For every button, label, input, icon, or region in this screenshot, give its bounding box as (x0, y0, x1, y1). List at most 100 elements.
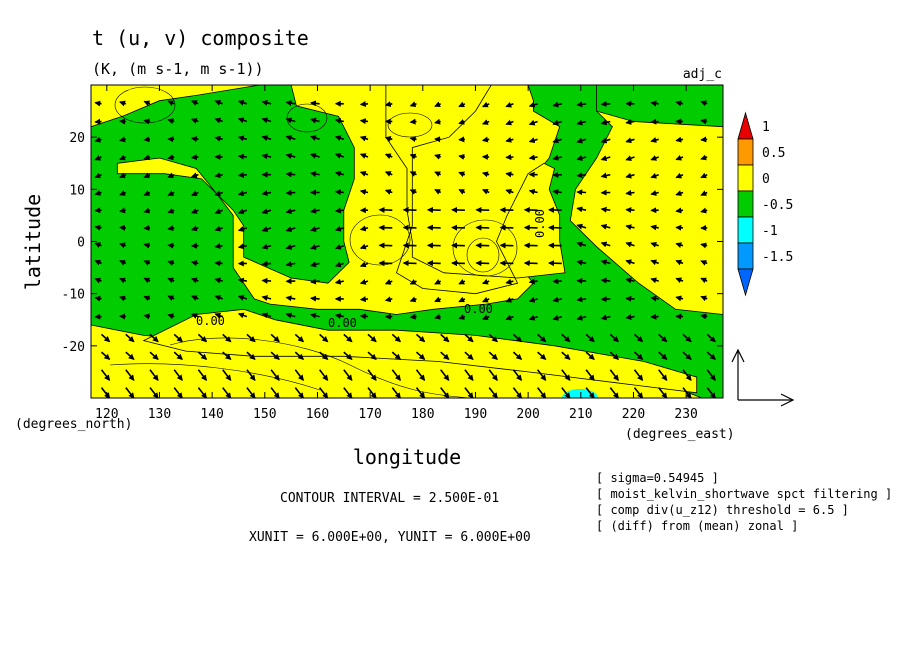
wind-vector (415, 369, 426, 381)
wind-vector (552, 137, 563, 144)
contour-label: 0.00 (328, 316, 357, 330)
x-tick-label: 130 (148, 407, 171, 422)
wind-vector (434, 118, 441, 125)
chart-title: t (u, v) composite (92, 26, 309, 50)
wind-vector (167, 242, 175, 249)
wind-vector (633, 387, 644, 398)
wind-vector (537, 351, 547, 360)
x-tick-label: 150 (253, 407, 276, 422)
wind-vector (222, 387, 232, 398)
colorbar-label: -1.5 (762, 250, 793, 265)
wind-vector (675, 207, 684, 214)
wind-vector (222, 351, 232, 360)
wind-vector (94, 136, 102, 143)
wind-vector (481, 314, 490, 321)
wind-vector (197, 369, 208, 381)
wind-vector (700, 118, 708, 125)
wind-vector (214, 243, 223, 249)
y-tick-label: -10 (62, 288, 85, 303)
wind-vector (294, 369, 304, 381)
wind-vector (585, 387, 595, 398)
wind-vector (505, 171, 514, 178)
wind-vector (600, 241, 611, 248)
wind-vector (505, 296, 514, 303)
wind-vector (190, 190, 199, 197)
wind-vector (700, 207, 708, 214)
wind-vector (359, 313, 369, 320)
wind-vector (197, 351, 208, 360)
wind-vectors (94, 99, 716, 398)
wind-vector (561, 387, 571, 398)
wind-vector (512, 333, 523, 343)
wind-vector (625, 259, 635, 266)
wind-vector (409, 171, 417, 177)
colorbar: 1 0.5 0 -0.5 -1 -1.5 (737, 111, 793, 297)
wind-vector (706, 387, 716, 398)
wind-vector (359, 243, 369, 250)
wind-vector (197, 387, 208, 398)
wind-vector (359, 189, 369, 195)
wind-vector (658, 387, 668, 398)
wind-vector (318, 387, 329, 398)
wind-vector (261, 260, 272, 267)
wind-vector (334, 261, 345, 268)
wind-vector (214, 172, 223, 179)
wind-vector (536, 369, 547, 381)
colorbar-segment (737, 242, 754, 270)
wind-vector (576, 101, 587, 108)
wind-vector (576, 172, 587, 179)
wind-vector (528, 314, 538, 321)
wind-vector (125, 387, 135, 398)
wind-vector (190, 136, 199, 143)
wind-vector (119, 172, 127, 179)
wind-vector (464, 369, 474, 381)
wind-vector (658, 333, 668, 343)
wind-vector (650, 224, 659, 231)
wind-vector (700, 260, 708, 266)
wind-vector (600, 137, 611, 144)
y-tick-label: 0 (77, 236, 85, 251)
wind-vector (94, 242, 102, 248)
positive-region (569, 85, 723, 315)
x-tick-label: 210 (569, 407, 592, 422)
wind-vector (458, 136, 465, 143)
wind-vector (600, 172, 611, 179)
x-tick-label: 180 (411, 407, 434, 422)
wind-vector (440, 333, 450, 343)
wind-vector (458, 314, 466, 320)
wind-vector (94, 118, 102, 125)
wind-vector (434, 188, 442, 195)
wind-vector (214, 208, 223, 215)
wind-vector (505, 278, 514, 285)
wind-vector (576, 296, 587, 303)
wind-vector (173, 351, 183, 360)
wind-vector (700, 136, 708, 143)
wind-vector (458, 118, 466, 125)
wind-vector (119, 295, 127, 302)
wind-vector (600, 314, 611, 321)
wind-vector (658, 369, 668, 381)
wind-vector (458, 188, 466, 195)
wind-vector (310, 261, 320, 268)
wind-vector (119, 259, 127, 266)
wind-vector (190, 295, 199, 301)
wind-vector (343, 333, 353, 343)
wind-vector (270, 351, 280, 360)
wind-vector (391, 333, 402, 343)
wind-vector (481, 171, 490, 178)
wind-vector (261, 190, 272, 197)
y-tick-label: -20 (62, 340, 85, 355)
wind-vector (434, 313, 441, 320)
wind-vector (528, 101, 538, 108)
wind-vector (505, 314, 514, 321)
wind-vector (359, 296, 369, 303)
wind-vector (675, 295, 684, 302)
wind-vector (585, 351, 595, 360)
wind-vector (700, 172, 708, 179)
wind-vector (384, 189, 393, 195)
wind-vector (481, 119, 490, 125)
wind-vector (100, 387, 111, 398)
wind-vector (576, 137, 587, 144)
wind-vector (415, 333, 426, 343)
wind-vector (488, 333, 498, 343)
